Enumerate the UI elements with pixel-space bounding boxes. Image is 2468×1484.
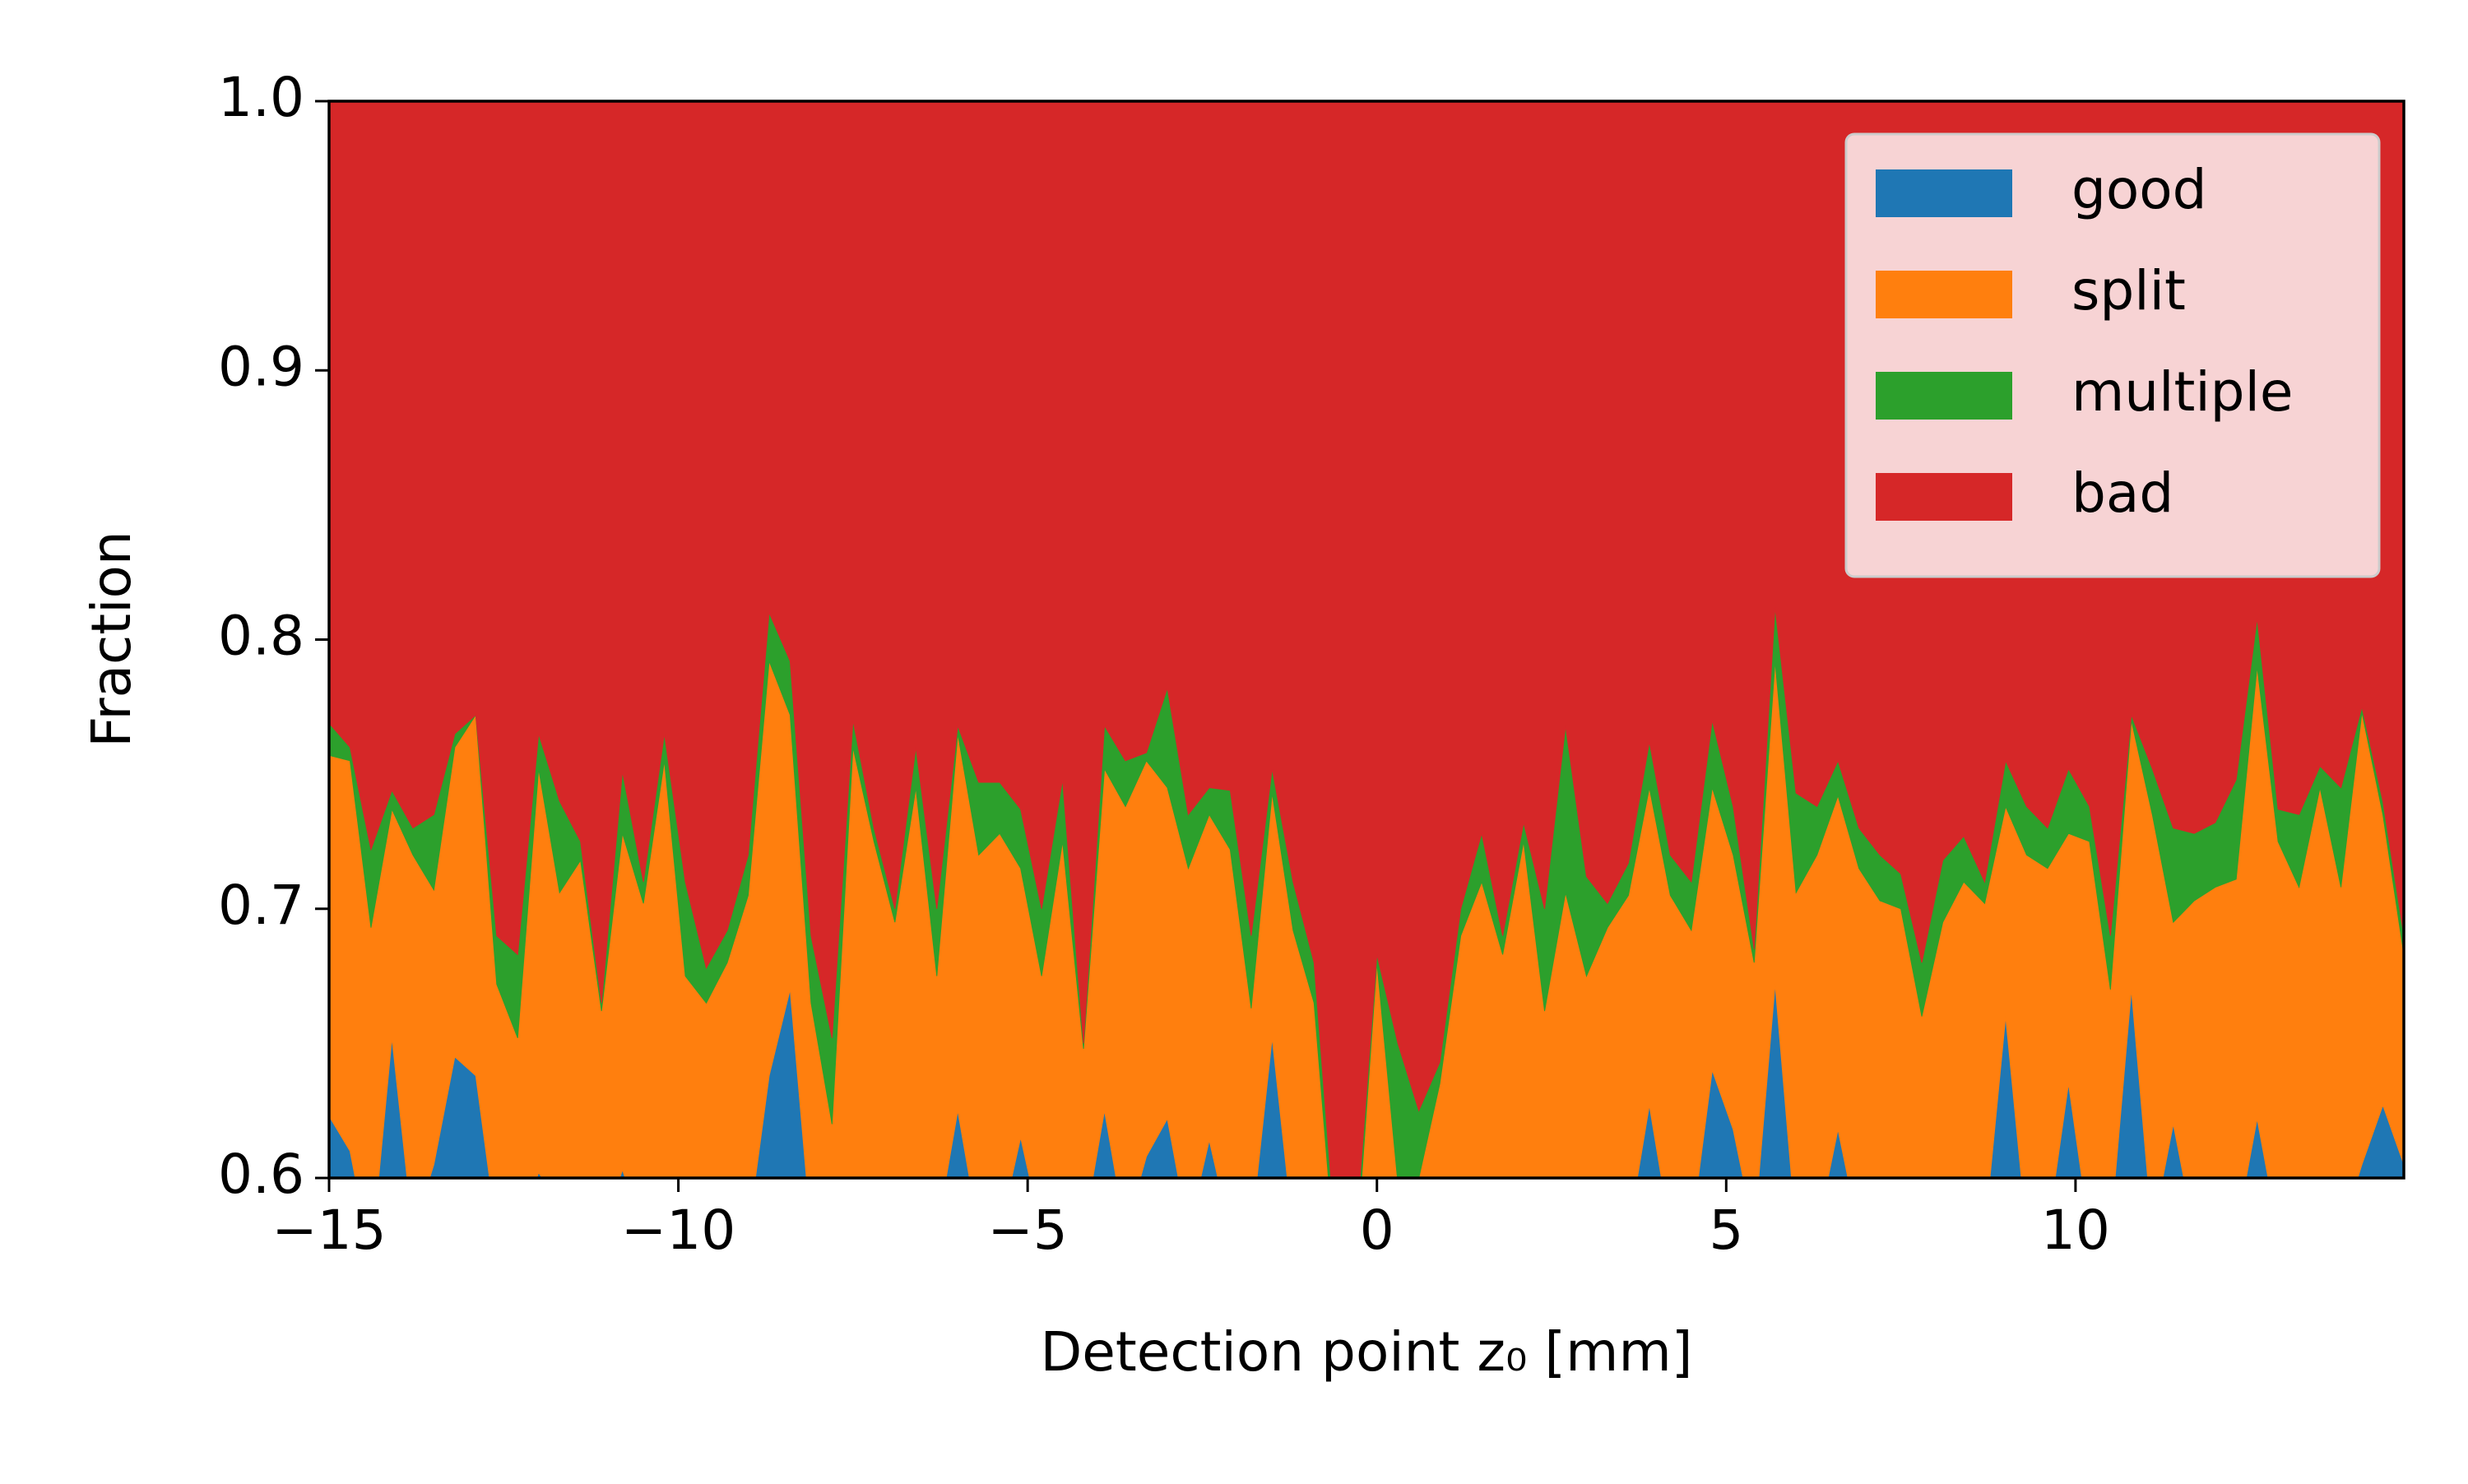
legend-label: split bbox=[2071, 259, 2186, 322]
legend-label: bad bbox=[2071, 461, 2173, 525]
y-tick-label: 0.8 bbox=[218, 605, 304, 668]
legend-swatch bbox=[1876, 271, 2012, 318]
x-tick-label: −5 bbox=[988, 1199, 1068, 1262]
y-axis-label: Fraction bbox=[80, 531, 143, 747]
legend-swatch bbox=[1876, 473, 2012, 521]
y-tick-label: 0.6 bbox=[218, 1143, 304, 1206]
x-tick-label: 0 bbox=[1360, 1199, 1394, 1262]
legend-label: multiple bbox=[2071, 360, 2294, 424]
x-axis-label: Detection point z₀ [mm] bbox=[1040, 1320, 1692, 1384]
legend-box bbox=[1844, 132, 2381, 578]
y-tick-label: 1.0 bbox=[218, 66, 304, 129]
y-tick-label: 0.7 bbox=[218, 874, 304, 937]
legend-label: good bbox=[2071, 158, 2207, 221]
x-tick-label: −15 bbox=[271, 1199, 386, 1262]
x-tick-label: 10 bbox=[2041, 1199, 2110, 1262]
legend: good split multiple bad bbox=[1844, 132, 2381, 578]
legend-swatch bbox=[1876, 169, 2012, 217]
x-tick-label: 5 bbox=[1709, 1199, 1743, 1262]
y-tick-label: 0.9 bbox=[218, 335, 304, 398]
legend-swatch bbox=[1876, 372, 2012, 420]
x-tick-label: −10 bbox=[621, 1199, 735, 1262]
